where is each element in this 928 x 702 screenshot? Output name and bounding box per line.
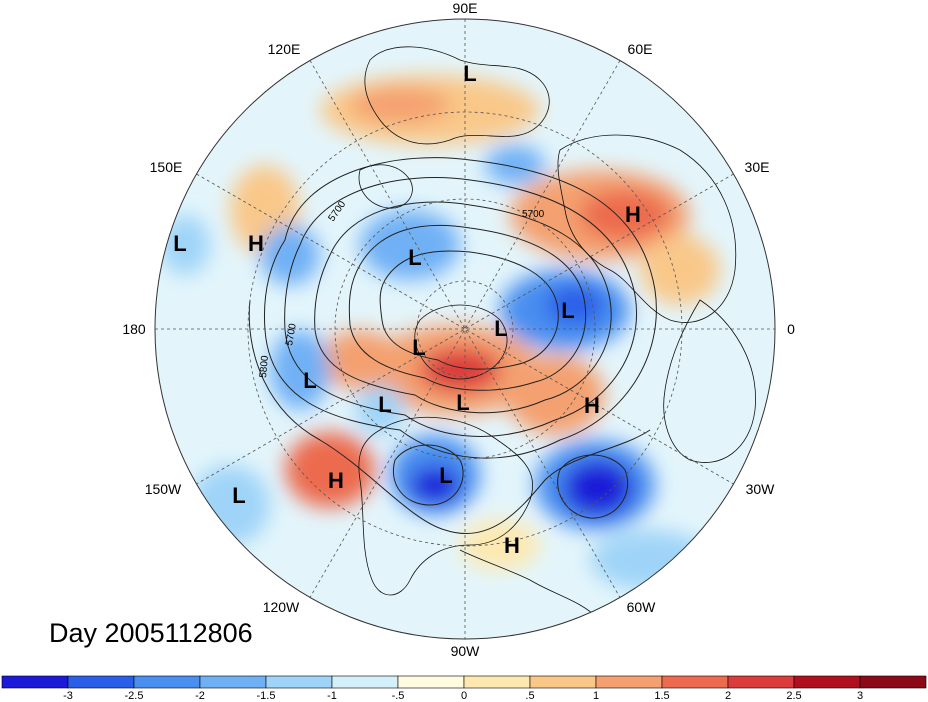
warm-anomaly [505, 355, 605, 435]
meridian-30E-150W [196, 173, 734, 485]
lon-label-120e: 120E [268, 41, 301, 57]
low-pressure-label: L [463, 61, 476, 86]
warm-anomaly [320, 330, 400, 390]
colorbar-tick-label: 0 [461, 690, 467, 702]
low-pressure-label: L [494, 316, 507, 341]
warm-anomaly [460, 520, 540, 570]
lon-label-120w: 120W [263, 599, 300, 615]
colorbar-tick-label: .5 [525, 690, 534, 702]
high-pressure-label: H [328, 468, 344, 493]
colorbar-box [397, 675, 465, 689]
colorbar-box [859, 675, 927, 689]
colorbar-box [67, 675, 135, 689]
meridian-60E-120W [309, 60, 621, 598]
warm-anomaly [285, 432, 375, 508]
globe-border [154, 18, 776, 640]
colorbar-box [727, 675, 795, 689]
low-pressure-label: L [232, 483, 245, 508]
colorbar-tick-label: 3 [857, 690, 863, 702]
cold-anomaly [410, 467, 460, 503]
colorbar-box [793, 675, 861, 689]
colorbar-box [133, 675, 201, 689]
lon-label-60w: 60W [627, 599, 657, 615]
colorbar-tick-label: 2.5 [786, 690, 801, 702]
colorbar-tick-label: -1 [327, 690, 337, 702]
cold-anomaly [360, 210, 460, 280]
low-pressure-label: L [561, 298, 574, 323]
cold-anomaly [190, 465, 270, 545]
colorbar-tick-label: -2.5 [125, 690, 144, 702]
lon-label-90w: 90W [451, 643, 481, 659]
lon-label-150w: 150W [145, 481, 182, 497]
colorbar-box [199, 675, 267, 689]
latitude-circle [416, 280, 514, 378]
colorbar-box [661, 675, 729, 689]
warm-anomaly [420, 348, 500, 392]
cold-anomaly [590, 530, 710, 590]
colorbar: -3 -2.5 -2 -1.5 -1 -.5 0 .5 1 1.5 2 2.5 3 [1, 675, 927, 702]
day-label: Day 2005112806 [49, 618, 253, 648]
low-pressure-label: L [456, 390, 469, 415]
lon-label-30w: 30W [746, 481, 776, 497]
colorbar-box [529, 675, 597, 689]
meridian-150E-30W [196, 173, 734, 485]
contour-label: 5700 [522, 209, 545, 220]
colorbar-tick-label: 1 [593, 690, 599, 702]
colorbar-box [595, 675, 663, 689]
colorbar-ticks: -3 -2.5 -2 -1.5 -1 -.5 0 .5 1 1.5 2 2.5 3 [63, 690, 863, 702]
colorbar-tick-label: -.5 [392, 690, 405, 702]
cold-anomaly [485, 145, 545, 185]
colorbar-box [1, 675, 69, 689]
cold-anomaly [260, 225, 320, 285]
cold-anomaly [545, 285, 605, 325]
colorbar-box [463, 675, 531, 689]
low-pressure-label: L [173, 231, 186, 256]
colorbar-tick-label: 1.5 [654, 690, 669, 702]
lon-label-150e: 150E [150, 159, 183, 175]
low-pressure-label: L [408, 245, 421, 270]
high-pressure-label: H [625, 202, 641, 227]
warm-anomaly [640, 235, 720, 305]
cold-anomaly [160, 215, 210, 275]
colorbar-tick-label: -2 [195, 690, 205, 702]
colorbar-tick-label: -1.5 [257, 690, 276, 702]
graticule [155, 19, 775, 639]
contour-label: 5700 [284, 322, 299, 346]
warm-anomaly [350, 87, 450, 123]
pressure-system-labels: L L H L L L L L L L L H H L H H [173, 61, 641, 558]
high-pressure-label: H [584, 393, 600, 418]
colorbar-tick-label: 2 [725, 690, 731, 702]
lon-label-30e: 30E [745, 159, 770, 175]
cold-anomaly [563, 460, 633, 516]
lon-label-0: 0 [787, 321, 795, 337]
height-contours [248, 157, 657, 535]
low-pressure-label: L [378, 392, 391, 417]
longitude-labels: 90E 60E 120E 30E 150E 180 0 150W 30W 120… [122, 0, 795, 659]
lon-label-90e: 90E [453, 0, 478, 16]
anomaly-field [155, 19, 775, 639]
coastlines [358, 46, 756, 621]
lon-label-180: 180 [122, 321, 146, 337]
colorbar-box [331, 675, 399, 689]
colorbar-tick-label: -3 [63, 690, 73, 702]
contour-label: 5800 [258, 355, 271, 379]
colorbar-boxes [1, 675, 927, 689]
lon-label-60e: 60E [628, 41, 653, 57]
low-pressure-label: L [412, 335, 425, 360]
high-pressure-label: H [248, 231, 264, 256]
low-pressure-label: L [303, 368, 316, 393]
meridian-120E-60W [309, 60, 621, 598]
low-pressure-label: L [439, 463, 452, 488]
high-pressure-label: H [504, 533, 520, 558]
colorbar-box [265, 675, 333, 689]
